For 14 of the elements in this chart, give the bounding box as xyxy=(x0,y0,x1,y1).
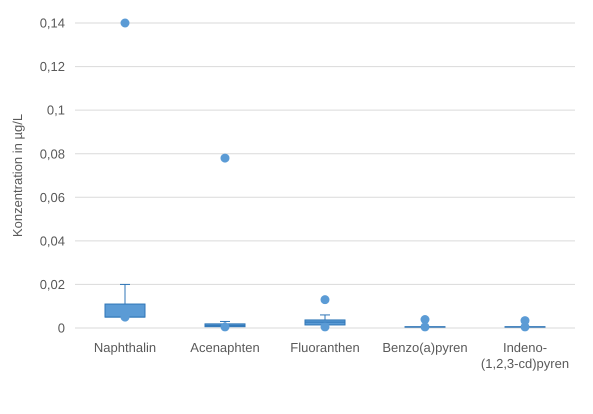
y-tick-label: 0,06 xyxy=(40,190,65,205)
x-tick-label: Acenaphten xyxy=(190,340,260,355)
y-tick-label: 0,1 xyxy=(46,102,65,118)
y-axis-title: Konzentration in µg/L xyxy=(10,114,25,238)
y-tick-label: 0,14 xyxy=(40,16,65,31)
y-tick-label: 0,04 xyxy=(40,233,65,248)
y-tick-label: 0,08 xyxy=(40,146,65,162)
y-tick-label: 0,12 xyxy=(40,59,65,74)
y-tick-label: 0 xyxy=(58,320,65,336)
x-tick-label: Naphthalin xyxy=(94,340,156,355)
x-tick-label: Benzo(a)pyren xyxy=(382,340,468,355)
y-tick-label: 0,02 xyxy=(40,276,65,292)
x-tick-label: Indeno-(1,2,3-cd)pyren xyxy=(480,340,570,371)
x-tick-label: Fluoranthen xyxy=(290,340,360,355)
